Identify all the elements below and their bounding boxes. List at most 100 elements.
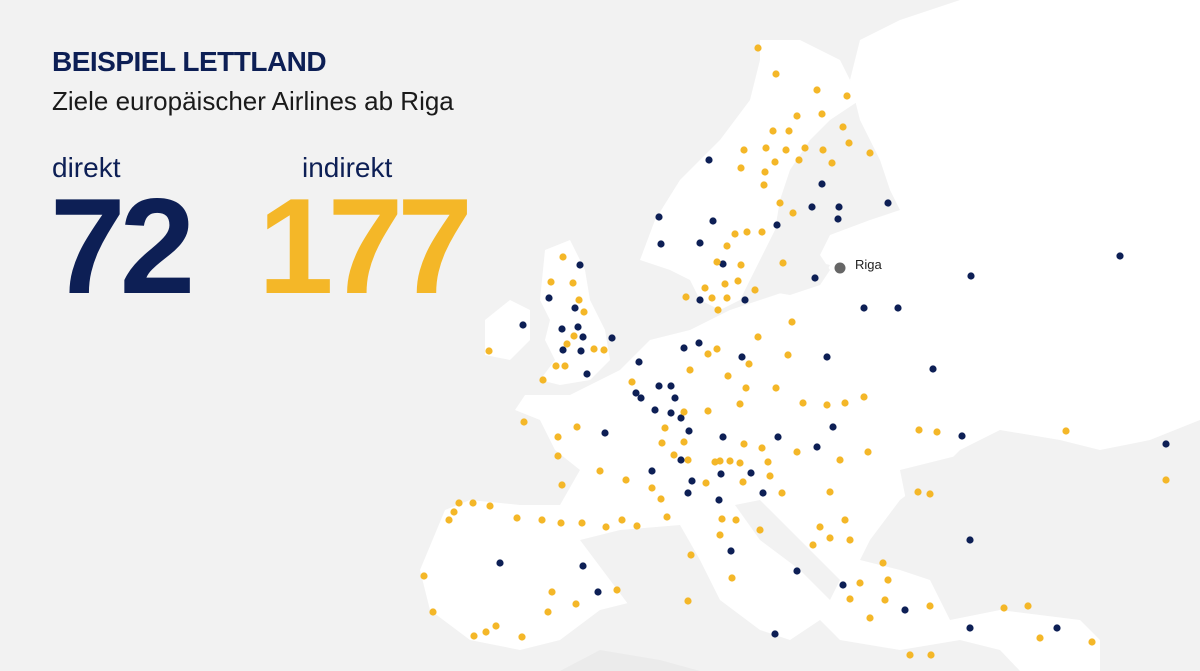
indirect-destination <box>569 279 577 287</box>
direct-destination <box>651 406 659 414</box>
indirect-destination <box>578 519 586 527</box>
direct-destination <box>1162 440 1170 448</box>
direct-destination <box>835 203 843 211</box>
direct-destination <box>655 382 663 390</box>
direct-destination <box>601 429 609 437</box>
indirect-destination <box>590 345 598 353</box>
indirect-destination <box>846 595 854 603</box>
direct-destination <box>579 562 587 570</box>
indirect-destination <box>754 333 762 341</box>
indirect-destination <box>469 499 477 507</box>
direct-destination <box>929 365 937 373</box>
indirect-destination <box>772 70 780 78</box>
indirect-destination <box>718 515 726 523</box>
direct-destination <box>808 203 816 211</box>
indirect-destination <box>866 614 874 622</box>
ireland <box>485 300 530 360</box>
indirect-destination <box>776 199 784 207</box>
indirect-destination <box>914 488 922 496</box>
indirect-destination <box>739 478 747 486</box>
indirect-destination <box>788 318 796 326</box>
indirect-destination <box>680 438 688 446</box>
indirect-destination <box>761 168 769 176</box>
direct-destination <box>577 347 585 355</box>
indirect-destination <box>771 158 779 166</box>
indirect-destination <box>1024 602 1032 610</box>
indirect-destination <box>793 448 801 456</box>
direct-destination <box>545 294 553 302</box>
indirect-destination <box>845 139 853 147</box>
direct-destination <box>657 240 665 248</box>
indirect-destination <box>575 296 583 304</box>
direct-destination <box>574 323 582 331</box>
direct-destination <box>696 239 704 247</box>
indirect-destination <box>795 156 803 164</box>
indirect-destination <box>704 407 712 415</box>
stat-label: direkt <box>52 152 121 183</box>
indirect-destination <box>518 633 526 641</box>
direct-destination <box>579 333 587 341</box>
indirect-destination <box>618 516 626 524</box>
direct-destination <box>583 370 591 378</box>
direct-destination <box>813 443 821 451</box>
indirect-destination <box>762 144 770 152</box>
title: BEISPIEL LETTLAND <box>52 46 327 77</box>
indirect-destination <box>866 149 874 157</box>
indirect-destination <box>563 340 571 348</box>
direct-destination <box>829 423 837 431</box>
direct-destination <box>496 559 504 567</box>
indirect-destination <box>860 393 868 401</box>
indirect-destination <box>801 144 809 152</box>
indirect-destination <box>809 541 817 549</box>
africa <box>560 650 700 671</box>
indirect-destination <box>520 418 528 426</box>
stat-value: 72 <box>50 170 195 322</box>
indirect-destination <box>742 384 750 392</box>
adriatic <box>735 500 840 600</box>
indirect-destination <box>728 574 736 582</box>
direct-destination <box>685 427 693 435</box>
indirect-destination <box>731 230 739 238</box>
indirect-destination <box>420 572 428 580</box>
direct-destination <box>966 624 974 632</box>
indirect-destination <box>429 608 437 616</box>
indirect-destination <box>548 588 556 596</box>
direct-destination <box>637 394 645 402</box>
indirect-destination <box>736 459 744 467</box>
indirect-destination <box>823 401 831 409</box>
direct-destination <box>771 630 779 638</box>
indirect-destination <box>723 294 731 302</box>
indirect-destination <box>492 622 500 630</box>
direct-destination <box>715 496 723 504</box>
indirect-destination <box>657 495 665 503</box>
indirect-destination <box>826 488 834 496</box>
direct-destination <box>901 606 909 614</box>
indirect-destination <box>751 286 759 294</box>
indirect-destination <box>701 284 709 292</box>
indirect-destination <box>864 448 872 456</box>
direct-destination <box>793 567 801 575</box>
indirect-destination <box>513 514 521 522</box>
indirect-destination <box>648 484 656 492</box>
subtitle: Ziele europäischer Airlines ab Riga <box>52 86 454 116</box>
indirect-destination <box>721 280 729 288</box>
direct-destination <box>519 321 527 329</box>
indirect-destination <box>570 332 578 340</box>
direct-destination <box>558 325 566 333</box>
direct-destination <box>559 346 567 354</box>
direct-destination <box>759 489 767 497</box>
indirect-destination <box>713 345 721 353</box>
indirect-destination <box>670 451 678 459</box>
indirect-destination <box>704 350 712 358</box>
indirect-destination <box>734 277 742 285</box>
indirect-destination <box>915 426 923 434</box>
indirect-destination <box>539 376 547 384</box>
indirect-destination <box>760 181 768 189</box>
direct-destination <box>727 547 735 555</box>
indirect-destination <box>1000 604 1008 612</box>
indirect-destination <box>613 586 621 594</box>
indirect-destination <box>769 127 777 135</box>
black-sea <box>900 455 1060 540</box>
